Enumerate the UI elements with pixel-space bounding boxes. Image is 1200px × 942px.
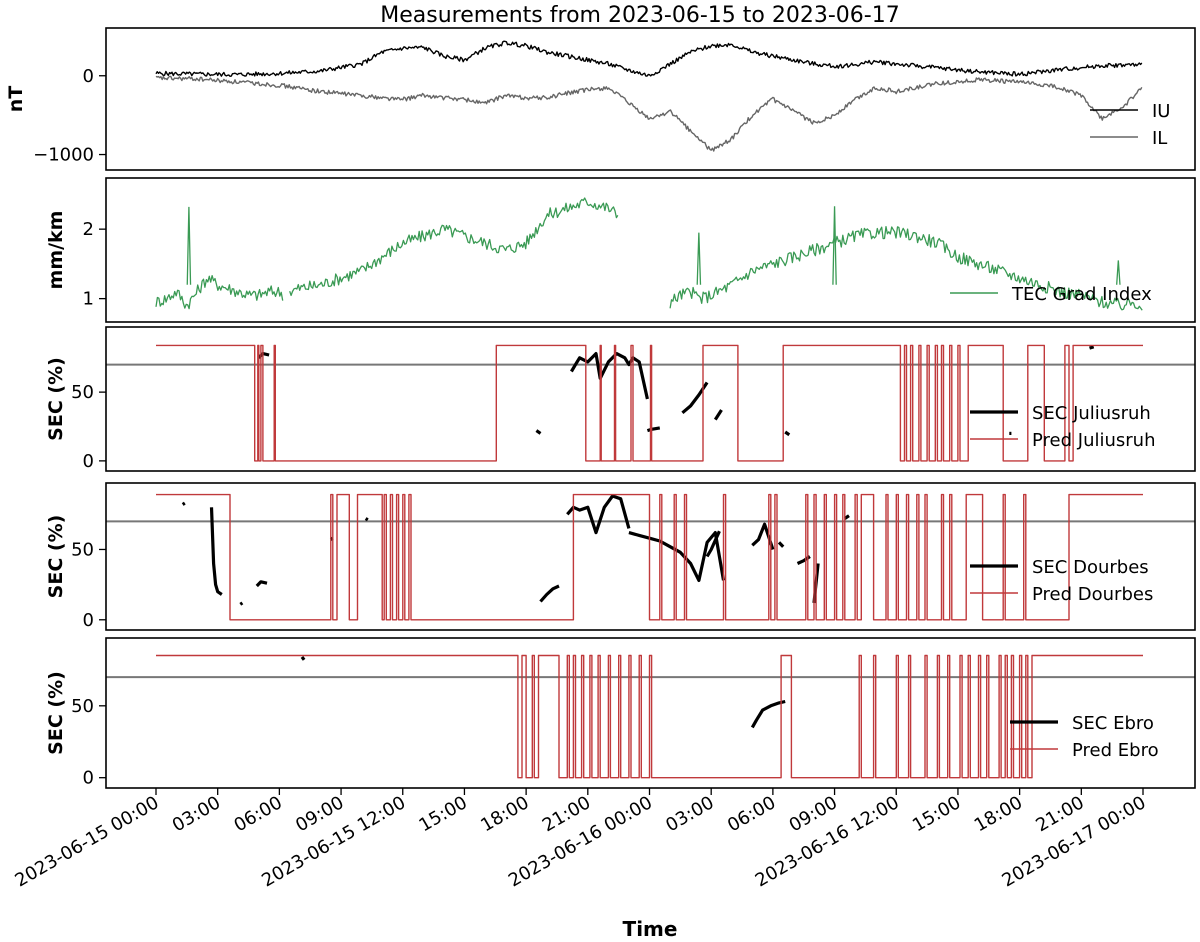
y-tick-label: 2	[83, 219, 94, 240]
series-tec-grad-index-spike	[1116, 260, 1121, 285]
legend-label: Pred Ebro	[1072, 740, 1159, 761]
y-tick-label: 0	[83, 451, 94, 472]
series-pred-ebro-line	[156, 654, 1143, 779]
legend-label: SEC Dourbes	[1032, 557, 1149, 578]
legend-label: SEC Ebro	[1072, 713, 1154, 734]
x-axis: 2023-06-15 00:00 03:00 06:00 09:002023-06-1…	[12, 788, 1150, 891]
series-tec-grad-index-segment	[669, 225, 1143, 311]
series-sec-dourbes-segment	[255, 580, 268, 588]
series-tec-grad-index-spike	[832, 206, 837, 285]
y-tick-label: 50	[71, 696, 94, 717]
legend-label: IL	[1152, 128, 1167, 149]
x-tick-label: 18:00	[971, 792, 1026, 836]
series-sec-dourbes-segment	[566, 494, 631, 535]
series-pred-juliusruh-line	[156, 344, 1143, 462]
panel-frame	[105, 177, 1196, 323]
y-tick-label: 50	[71, 382, 94, 403]
panel-plot-area	[106, 654, 1195, 779]
y-axis-label: mm/km	[45, 211, 67, 290]
panel-frame	[105, 482, 1196, 631]
series-tec-grad-index-segment	[155, 274, 284, 310]
x-axis-label: Time	[623, 917, 678, 941]
panel-frame	[105, 27, 1196, 171]
legend-label: SEC Juliusruh	[1032, 403, 1151, 424]
legend-label: IU	[1152, 101, 1170, 122]
series-sec-juliusruh-segment	[713, 409, 723, 421]
panel-plot-area	[155, 197, 1143, 311]
series-sec-juliusruh-segment	[535, 429, 542, 435]
series-pred-dourbes-line	[156, 493, 1143, 621]
panel-1: 0 −1000 nT IU IL	[5, 27, 1196, 171]
panel-frame	[105, 326, 1196, 472]
series-tec-grad-index-segment	[289, 197, 619, 297]
series-sec-juliusruh-segment	[570, 352, 649, 400]
panel-plot-area	[106, 344, 1195, 462]
series-sec-dourbes-segment	[539, 584, 560, 603]
panel-frame	[105, 637, 1196, 789]
panel-2: 1 2 mm/km TEC Grad Index	[45, 177, 1196, 323]
x-tick-label: 06:00	[724, 792, 779, 836]
series-tec-grad-index-spike	[186, 206, 192, 285]
series-tec-grad-index-spike	[696, 232, 702, 285]
x-tick-label: 03:00	[662, 792, 717, 836]
y-axis-label: SEC (%)	[45, 515, 67, 599]
series-sec-juliusruh-segment	[1089, 345, 1095, 350]
y-tick-label: 50	[71, 539, 94, 560]
series-sec-dourbes-segment	[181, 501, 186, 506]
y-tick-label: −1000	[33, 145, 94, 166]
y-tick-label: 0	[83, 610, 94, 631]
y-tick-label: 0	[83, 66, 94, 87]
series-sec-dourbes-segment	[777, 541, 785, 548]
chart-title: Measurements from 2023-06-15 to 2023-06-…	[380, 3, 899, 28]
y-axis-label: nT	[5, 86, 27, 113]
series-sec-ebro-segment	[750, 699, 786, 729]
series-sec-dourbes-segment	[239, 601, 244, 606]
series-sec-dourbes-segment	[209, 507, 223, 596]
x-tick-label: 15:00	[416, 792, 471, 836]
y-tick-label: 1	[83, 289, 94, 310]
x-tick-label: 2023-06-15 00:00	[12, 792, 163, 891]
series-sec-dourbes-segment	[705, 530, 721, 558]
x-tick-label: 18:00	[477, 792, 532, 836]
series-sec-ebro-segment	[300, 655, 306, 661]
series-sec-dourbes-segment	[364, 517, 369, 522]
legend-label: Pred Dourbes	[1032, 584, 1153, 605]
series-sec-dourbes-segment	[628, 531, 726, 582]
x-tick-label: 06:00	[230, 792, 285, 836]
x-tick-label: 15:00	[909, 792, 964, 836]
y-axis-label: SEC (%)	[45, 671, 67, 755]
series-sec-juliusruh-segment	[784, 430, 791, 437]
legend-label: TEC Grad Index	[1011, 284, 1152, 305]
series-il-line	[155, 75, 1143, 152]
x-tick-label: 03:00	[169, 792, 224, 836]
panel-plot-area	[106, 493, 1195, 621]
series-sec-dourbes-segment	[751, 522, 775, 550]
panel-plot-area	[155, 40, 1143, 152]
series-sec-juliusruh-segment	[646, 426, 661, 433]
series-iu-line	[155, 40, 1143, 77]
y-tick-label: 0	[83, 768, 94, 789]
legend-label: Pred Juliusruh	[1032, 430, 1156, 451]
y-axis-label: SEC (%)	[45, 357, 67, 441]
